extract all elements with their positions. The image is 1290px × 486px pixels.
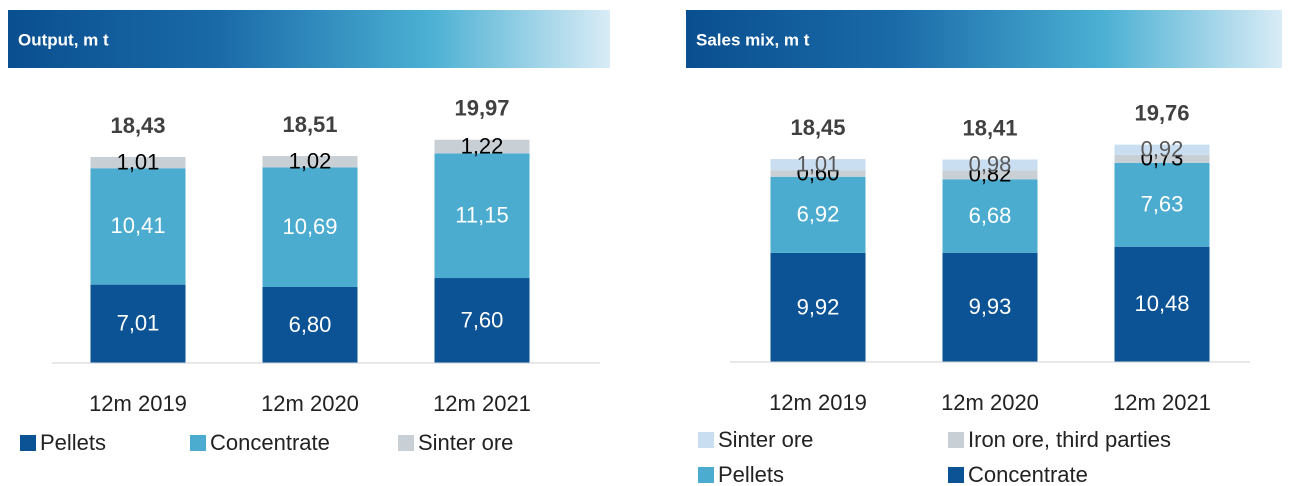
data-label: 0,92 xyxy=(1141,137,1184,162)
header-bar xyxy=(686,10,1282,68)
total-label: 18,51 xyxy=(282,112,337,137)
data-label: 7,63 xyxy=(1141,192,1184,217)
total-label: 18,45 xyxy=(790,115,845,140)
legend-swatch xyxy=(398,435,414,451)
legend-label: Concentrate xyxy=(968,462,1088,486)
legend-swatch xyxy=(190,435,206,451)
data-label: 1,01 xyxy=(117,149,160,174)
bar-segment xyxy=(262,156,358,168)
bar-segment xyxy=(942,252,1038,362)
data-label: 11,15 xyxy=(455,203,508,228)
data-label: 10,48 xyxy=(1134,291,1189,316)
chart-title: Output, m t xyxy=(18,30,109,49)
legend-label: Pellets xyxy=(718,462,784,486)
total-label: 18,41 xyxy=(962,115,1017,140)
total-label: 19,97 xyxy=(454,96,509,121)
data-label: 6,92 xyxy=(797,202,840,227)
total-label: 19,76 xyxy=(1134,100,1189,125)
x-tick-label: 12m 2020 xyxy=(941,390,1039,415)
data-label: 1,22 xyxy=(461,133,504,158)
bar-segment xyxy=(770,159,866,171)
legend-label: Concentrate xyxy=(210,430,330,455)
data-label: 7,01 xyxy=(117,311,160,336)
legend-label: Sinter ore xyxy=(718,427,813,452)
data-label: 0,98 xyxy=(969,152,1012,177)
bar-segment xyxy=(434,278,530,363)
data-label: 1,01 xyxy=(797,151,840,176)
x-tick-label: 12m 2019 xyxy=(89,391,187,416)
bar-segment xyxy=(942,170,1038,180)
legend-swatch xyxy=(698,467,714,483)
legend-label: Pellets xyxy=(40,430,106,455)
bar-segment xyxy=(770,170,866,177)
data-label: 10,69 xyxy=(282,214,337,239)
chart-title: Sales mix, m t xyxy=(696,30,810,49)
bar-segment xyxy=(942,159,1038,171)
bar-segment xyxy=(942,179,1038,253)
header-bar xyxy=(8,10,610,68)
data-label: 9,93 xyxy=(969,294,1012,319)
legend-swatch xyxy=(948,432,964,448)
bar-segment xyxy=(770,176,866,253)
bar-segment xyxy=(262,286,358,363)
legend-swatch xyxy=(698,432,714,448)
legend-swatch xyxy=(20,435,36,451)
bar-segment xyxy=(90,168,186,285)
bar-segment xyxy=(90,284,186,363)
bar-segment xyxy=(434,153,530,279)
data-label: 6,68 xyxy=(969,203,1012,228)
bar-segment xyxy=(1114,144,1210,155)
x-tick-label: 12m 2019 xyxy=(769,390,867,415)
data-label: 1,02 xyxy=(289,149,332,174)
total-label: 18,43 xyxy=(110,113,165,138)
bar-segment xyxy=(262,167,358,287)
bar-segment xyxy=(1114,162,1210,247)
bar-segment xyxy=(1114,154,1210,163)
bar-segment xyxy=(1114,246,1210,362)
data-label: 9,92 xyxy=(797,294,840,319)
data-label: 6,80 xyxy=(289,312,332,337)
legend-label: Sinter ore xyxy=(418,430,513,455)
x-tick-label: 12m 2021 xyxy=(433,391,531,416)
data-label: 7,60 xyxy=(461,307,504,332)
x-tick-label: 12m 2021 xyxy=(1113,390,1211,415)
x-tick-label: 12m 2020 xyxy=(261,391,359,416)
legend-label: Iron ore, third parties xyxy=(968,427,1171,452)
bar-segment xyxy=(90,156,186,169)
legend-swatch xyxy=(948,467,964,483)
data-label: 10,41 xyxy=(110,213,165,238)
bar-segment xyxy=(770,252,866,362)
bar-segment xyxy=(434,139,530,154)
